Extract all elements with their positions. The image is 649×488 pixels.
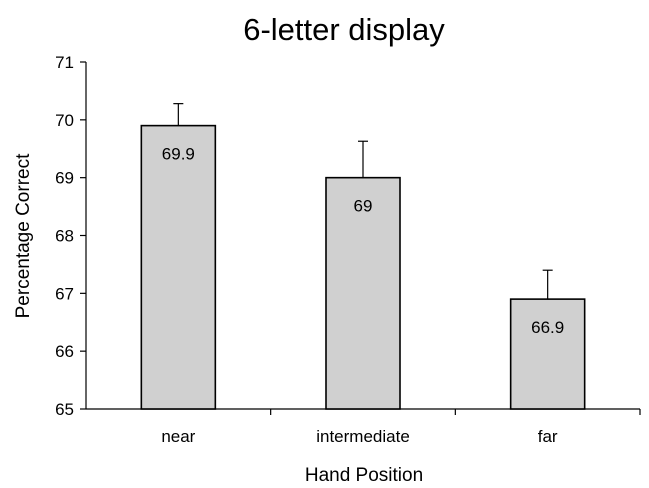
x-tick-label: near	[161, 427, 195, 446]
data-label: 69	[354, 197, 373, 216]
x-tick-label: far	[538, 427, 558, 446]
data-label: 66.9	[531, 318, 564, 337]
y-tick-label: 69	[55, 169, 74, 188]
x-tick-label: intermediate	[316, 427, 410, 446]
y-tick-label: 66	[55, 342, 74, 361]
y-tick-label: 71	[55, 53, 74, 72]
bar-intermediate	[325, 176, 401, 410]
y-tick-label: 70	[55, 111, 74, 130]
y-tick-label: 68	[55, 227, 74, 246]
bar-far	[509, 298, 586, 410]
bar-near	[140, 124, 217, 410]
chart-title: 6-letter display	[243, 12, 445, 47]
x-axis-label: Hand Position	[305, 465, 423, 486]
y-tick-label: 65	[55, 400, 74, 419]
y-tick-label: 67	[55, 284, 74, 303]
y-axis-label: Percentage Correct	[13, 153, 34, 318]
data-label: 69.9	[162, 145, 195, 164]
plot-area: 65 66 67 68 69 70 71 69.9 near 69 intermediate 66.9…	[55, 53, 641, 446]
